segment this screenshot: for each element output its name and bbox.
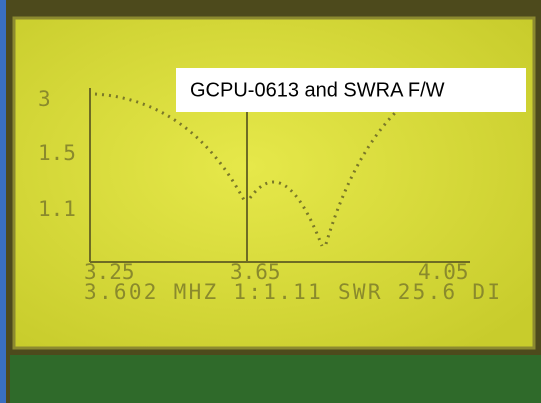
x-label: 3.65 xyxy=(230,260,281,284)
caption-box xyxy=(176,68,526,112)
y-label: 1.1 xyxy=(38,197,76,221)
pcb xyxy=(10,355,541,403)
x-label: 3.25 xyxy=(84,260,135,284)
swr-trace xyxy=(248,180,324,247)
lcd-border xyxy=(12,16,536,350)
x-label: 4.05 xyxy=(418,260,469,284)
swr-trace xyxy=(94,92,246,201)
y-label: 1.5 xyxy=(38,141,76,165)
caption: GCPU-0613 and SWRA F/W xyxy=(190,79,445,101)
y-label: 3 xyxy=(38,87,51,111)
